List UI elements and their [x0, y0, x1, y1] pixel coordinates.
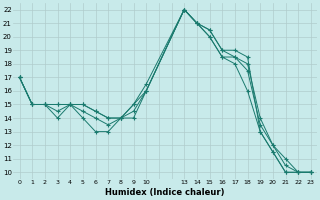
- X-axis label: Humidex (Indice chaleur): Humidex (Indice chaleur): [106, 188, 225, 197]
